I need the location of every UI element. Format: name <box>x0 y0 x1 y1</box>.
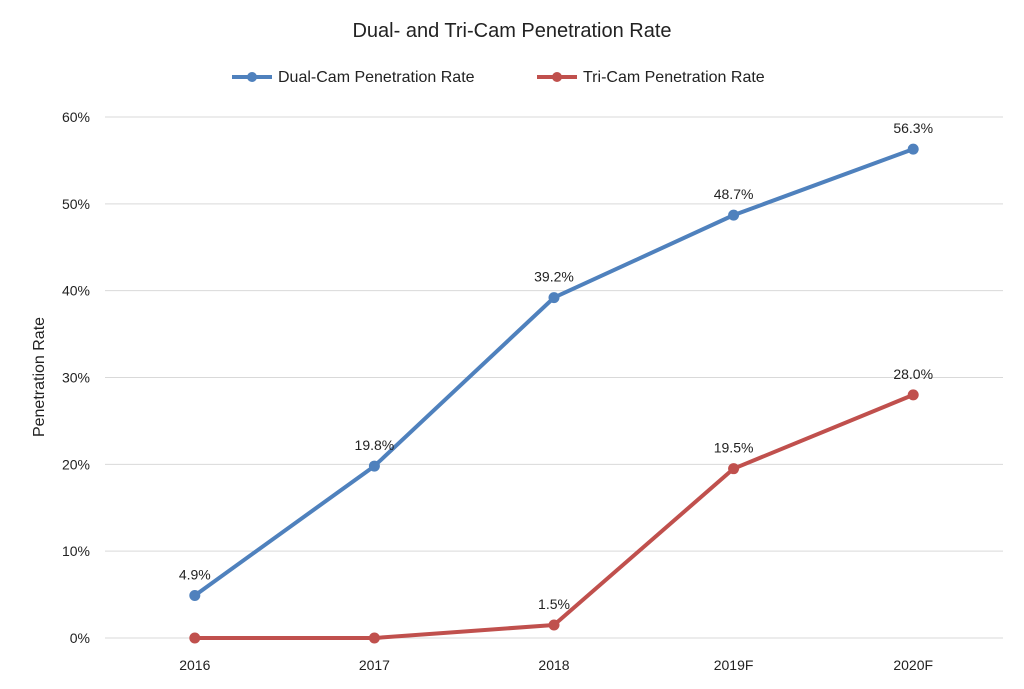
data-point <box>548 619 560 631</box>
data-point <box>189 632 201 644</box>
legend-marker <box>552 72 562 82</box>
data-label: 19.5% <box>714 440 754 456</box>
series-group: 4.9% 19.8% 39.2% 48.7% 56.3% 1.5% 19.5% 28.0% <box>179 120 933 644</box>
legend-marker <box>247 72 257 82</box>
data-label: 56.3% <box>893 120 933 136</box>
data-label: 1.5% <box>538 596 570 612</box>
data-point <box>907 143 919 155</box>
data-point <box>368 632 380 644</box>
x-tick-label: 2020F <box>893 657 933 673</box>
y-tick-label: 40% <box>62 283 90 299</box>
legend-item: Tri-Cam Penetration Rate <box>537 69 765 86</box>
series: 4.9% 19.8% 39.2% 48.7% 56.3% <box>179 120 933 601</box>
data-point <box>907 389 919 401</box>
y-tick-label: 20% <box>62 456 90 472</box>
series-line <box>192 147 916 598</box>
x-tick-label: 2018 <box>538 657 569 673</box>
data-label: 4.9% <box>179 566 211 582</box>
gridlines <box>105 116 1003 639</box>
data-label: 39.2% <box>534 269 574 285</box>
data-label: 19.8% <box>355 437 395 453</box>
legend-label: Dual-Cam Penetration Rate <box>278 69 475 86</box>
y-tick-label: 30% <box>62 370 90 386</box>
y-tick-label: 0% <box>70 630 90 646</box>
data-label: 48.7% <box>714 186 754 202</box>
y-tick-label: 50% <box>62 196 90 212</box>
x-axis-ticks: 2016 2017 2018 2019F 2020F <box>179 657 933 673</box>
y-tick-label: 60% <box>62 109 90 125</box>
data-point <box>728 209 740 221</box>
x-tick-label: 2017 <box>359 657 390 673</box>
chart-title: Dual- and Tri-Cam Penetration Rate <box>352 20 671 42</box>
x-tick-label: 2016 <box>179 657 210 673</box>
series: 1.5% 19.5% 28.0% <box>189 366 933 644</box>
data-label: 28.0% <box>893 366 933 382</box>
data-point <box>189 589 201 601</box>
legend: Dual-Cam Penetration Rate Tri-Cam Penetra… <box>232 69 765 86</box>
y-axis-ticks: 0% 10% 20% 30% 40% 50% 60% <box>62 109 90 646</box>
x-tick-label: 2019F <box>714 657 754 673</box>
data-point <box>728 463 740 475</box>
data-point <box>368 460 380 472</box>
data-point <box>548 292 560 304</box>
legend-item: Dual-Cam Penetration Rate <box>232 69 475 86</box>
y-axis-title: Penetration Rate <box>31 317 48 437</box>
legend-label: Tri-Cam Penetration Rate <box>583 69 765 86</box>
y-tick-label: 10% <box>62 543 90 559</box>
